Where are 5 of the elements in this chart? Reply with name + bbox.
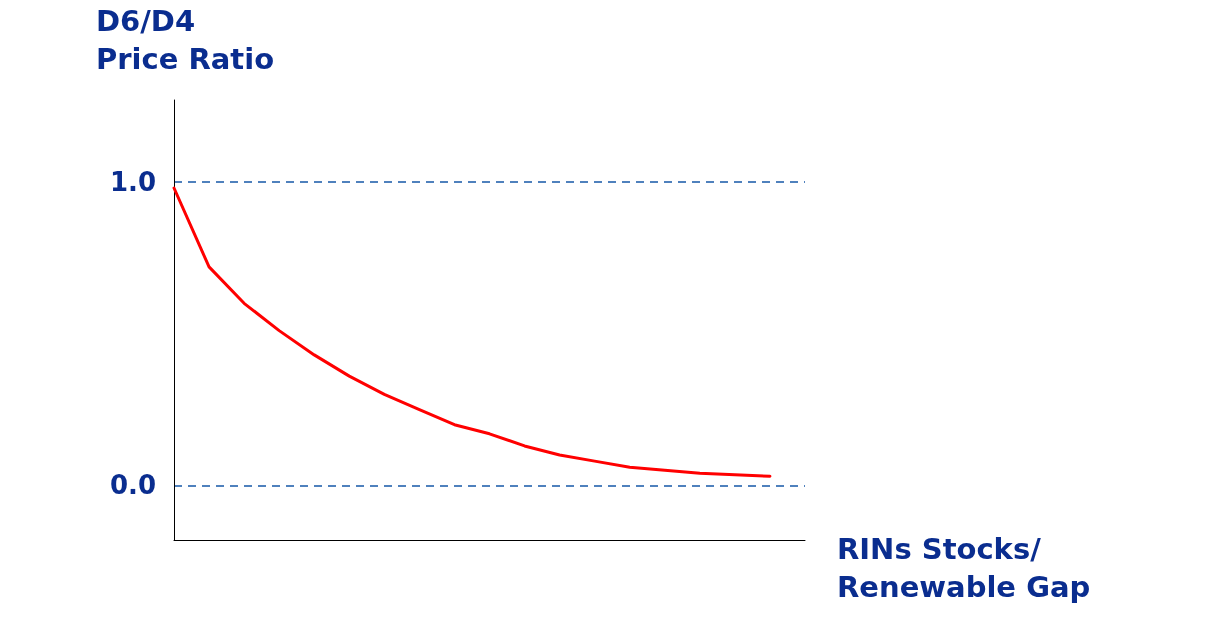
line-series: [172, 186, 772, 478]
y-tick-label: 1.0: [109, 166, 156, 197]
y-tick-label: 0.0: [109, 470, 156, 501]
y-axis-title: D6/D4 Price Ratio: [96, 4, 275, 76]
x-axis-title: RINs Stocks/ Renewable Gap: [837, 532, 1091, 604]
